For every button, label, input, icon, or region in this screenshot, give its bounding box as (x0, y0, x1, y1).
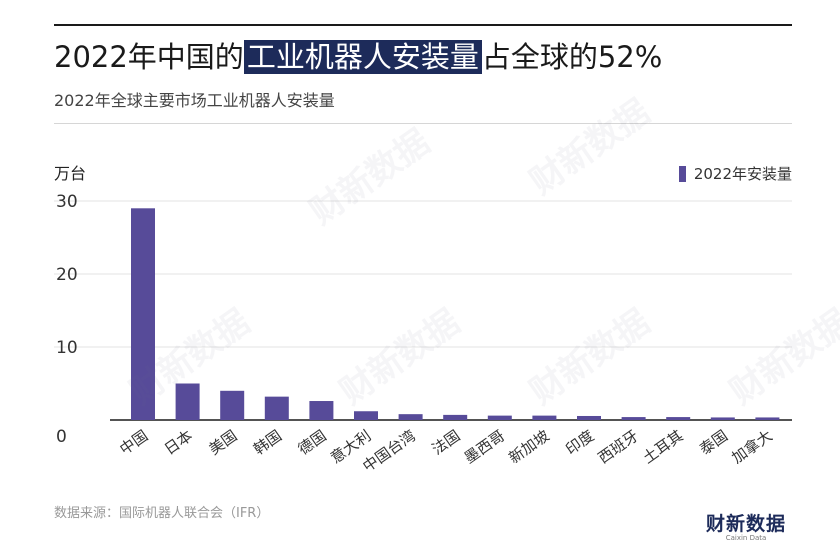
x-tick-label: 土耳其 (639, 427, 686, 468)
chart-subtitle: 2022年全球主要市场工业机器人安装量 (54, 91, 335, 110)
brand-sub: Caixin Data (725, 534, 767, 542)
bar (264, 396, 289, 420)
bar (309, 401, 334, 420)
x-tick-label: 加拿大 (728, 427, 775, 468)
bar (220, 390, 245, 420)
x-tick-label: 德国 (295, 427, 330, 459)
subtitle-divider (54, 123, 792, 124)
source-note: 数据来源：国际机器人联合会（IFR） (54, 506, 270, 521)
x-tick-label: 中国 (116, 427, 151, 459)
brand-name: 财新数据 (706, 513, 787, 535)
bar (443, 414, 468, 420)
bar (577, 415, 601, 420)
x-tick-label: 西班牙 (595, 427, 642, 468)
bar (398, 414, 423, 420)
top-rule (54, 24, 792, 26)
title-highlight: 工业机器人安装量 (243, 40, 482, 74)
bar (532, 415, 557, 420)
bar (487, 415, 512, 420)
y-tick-label: 0 (56, 427, 67, 447)
x-tick-label: 印度 (562, 427, 597, 459)
x-tick-label: 墨西哥 (461, 427, 508, 468)
legend-label: 2022年安装量 (693, 165, 792, 183)
bar (755, 417, 780, 420)
brand-logo: 财新数据 Caixin Data (706, 514, 786, 542)
bar (666, 417, 691, 420)
y-tick-label: 10 (56, 338, 78, 358)
title-prefix: 2022年中国的 (54, 40, 244, 74)
y-unit-label: 万台 (54, 164, 87, 183)
x-tick-label: 日本 (161, 427, 196, 459)
bar (354, 411, 378, 420)
bar (710, 417, 735, 420)
chart-title: 2022年中国的 工业机器人安装量 占全球的52% (54, 37, 662, 77)
bar (621, 417, 646, 420)
bar (131, 208, 155, 420)
x-tick-label: 泰国 (696, 427, 731, 459)
y-tick-label: 20 (56, 265, 78, 285)
legend: 2022年安装量 (678, 163, 792, 184)
title-suffix: 占全球的52% (481, 40, 663, 74)
x-tick-label: 韩国 (250, 427, 285, 459)
x-tick-label: 法国 (429, 427, 464, 459)
bar (175, 383, 200, 420)
legend-swatch (678, 165, 686, 182)
y-tick-label: 30 (56, 192, 78, 212)
x-tick-label: 美国 (206, 427, 241, 459)
x-tick-label: 新加坡 (505, 427, 552, 468)
